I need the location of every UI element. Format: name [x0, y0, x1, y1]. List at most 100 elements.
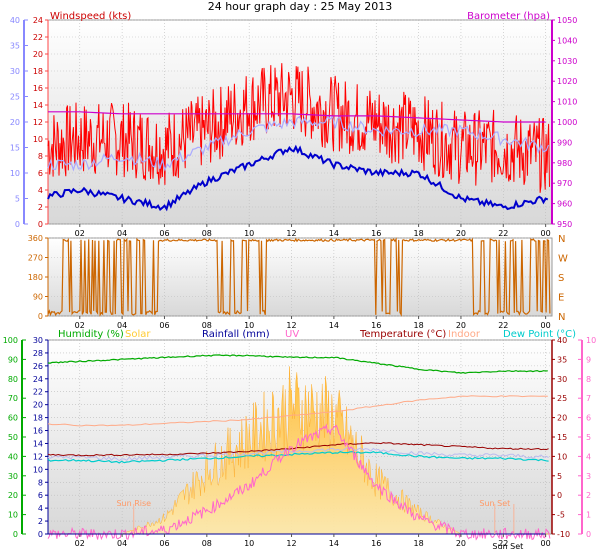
y-tick-label: 40	[10, 16, 20, 25]
uv-tick-label: 10	[586, 336, 596, 345]
temp-tick-label: 40	[557, 336, 567, 345]
y-tick-label: 22	[33, 33, 43, 42]
baro-axis-title: Barometer (hpa)	[467, 11, 550, 22]
y-tick-label: 16	[33, 84, 43, 93]
x-tick-label: 16	[371, 229, 381, 238]
legend-label: Temperature (°C)	[359, 329, 446, 340]
x-tick-label: 02	[75, 539, 85, 548]
y-tick-label: 14	[33, 439, 43, 448]
uv-tick-label: 5	[586, 433, 591, 442]
x-tick-label: 22	[498, 229, 508, 238]
y-tick-label: 6	[38, 169, 43, 178]
y-tick-label: 20	[10, 118, 20, 127]
y-tick-label: 10	[33, 135, 43, 144]
x-tick-label: 20	[456, 539, 466, 548]
y-tick-label: 18	[33, 414, 43, 423]
y-tick-label: 4	[38, 186, 43, 195]
y-tick-label: 35	[10, 42, 20, 51]
temp-tick-label: 25	[557, 394, 567, 403]
compass-label: W	[558, 254, 568, 265]
y2-tick-label: 1030	[557, 57, 577, 66]
uv-tick-label: 9	[586, 355, 591, 364]
x-tick-label: 08	[202, 229, 212, 238]
y-tick-label: 20	[8, 491, 18, 500]
temp-tick-label: 35	[557, 355, 567, 364]
y2-tick-label: 1010	[557, 98, 577, 107]
y-tick-label: 2	[38, 517, 43, 526]
humidity-line	[47, 354, 548, 374]
y-tick-label: 8	[38, 152, 43, 161]
y-tick-label: 0	[38, 530, 43, 539]
y2-tick-label: 950	[557, 220, 572, 229]
compass-label: S	[558, 273, 564, 284]
temp-tick-label: 5	[557, 472, 562, 481]
chart-title: 24 hour graph day : 25 May 2013	[208, 0, 393, 13]
y-tick-label: 20	[33, 50, 43, 59]
legend-label: Indoor	[448, 329, 481, 340]
windspeed-line	[47, 63, 550, 193]
x-tick-label: 00	[541, 229, 551, 238]
temp-tick-label: -5	[557, 511, 565, 520]
uv-tick-label: 8	[586, 375, 591, 384]
y-tick-label: 100	[3, 336, 18, 345]
y-tick-label: 26	[33, 362, 43, 371]
x-tick-label: 18	[413, 539, 423, 548]
x-tick-label: 06	[159, 229, 169, 238]
uv-line	[47, 423, 551, 541]
compass-label: N	[558, 312, 565, 323]
y-tick-label: 12	[33, 118, 43, 127]
temp-tick-label: -10	[557, 530, 570, 539]
y-tick-label: 360	[28, 234, 43, 243]
y-tick-label: 80	[8, 375, 18, 384]
y2-tick-label: 980	[557, 159, 572, 168]
wind-axis-title: Windspeed (kts)	[50, 11, 131, 22]
x-tick-label: 06	[159, 539, 169, 548]
y2-tick-label: 1000	[557, 118, 577, 127]
y-tick-label: 14	[33, 101, 43, 110]
indoor-temp-line	[47, 395, 548, 427]
x-tick-label: 10	[244, 539, 254, 548]
y-tick-label: 20	[33, 401, 43, 410]
y-tick-label: 40	[8, 452, 18, 461]
y-tick-label: 28	[33, 349, 43, 358]
uv-tick-label: 4	[586, 452, 591, 461]
y2-tick-label: 1020	[557, 77, 577, 86]
temp-tick-label: 10	[557, 452, 567, 461]
x-tick-label: 08	[202, 321, 212, 330]
y-tick-label: 24	[33, 16, 43, 25]
x-tick-label: 04	[117, 229, 127, 238]
legend-label: Solar	[125, 329, 151, 340]
x-tick-label: 10	[244, 321, 254, 330]
y-tick-label: 0	[38, 220, 43, 229]
y-tick-label: 70	[8, 394, 18, 403]
compass-label: E	[558, 293, 564, 304]
y-tick-label: 30	[33, 336, 43, 345]
y2-tick-label: 960	[557, 200, 572, 209]
x-tick-label: 18	[413, 321, 423, 330]
x-tick-label: 12	[286, 321, 296, 330]
temp-tick-label: 0	[557, 491, 562, 500]
y-tick-label: 270	[28, 254, 43, 263]
sunset-annotation: Sun Set	[479, 499, 510, 508]
temp-tick-label: 15	[557, 433, 567, 442]
x-tick-label: 16	[371, 321, 381, 330]
x-tick-label: 04	[117, 539, 127, 548]
legend-label: Humidity (%)	[58, 329, 124, 340]
y-tick-label: 5	[15, 195, 20, 204]
y2-tick-label: 970	[557, 179, 572, 188]
y-tick-label: 22	[33, 388, 43, 397]
x-tick-label: 16	[371, 539, 381, 548]
temp-tick-label: 30	[557, 375, 567, 384]
uv-tick-label: 2	[586, 491, 591, 500]
x-tick-label: 20	[456, 321, 466, 330]
min-wind-line	[47, 144, 549, 212]
x-tick-label: 14	[329, 539, 339, 548]
dew-point-line	[47, 450, 549, 464]
y-tick-label: 0	[13, 530, 18, 539]
y-tick-label: 18	[33, 67, 43, 76]
legend-label: Rainfall (mm)	[202, 329, 270, 340]
y-tick-label: 30	[10, 67, 20, 76]
x-tick-label: 06	[159, 321, 169, 330]
x-tick-label: 02	[75, 229, 85, 238]
